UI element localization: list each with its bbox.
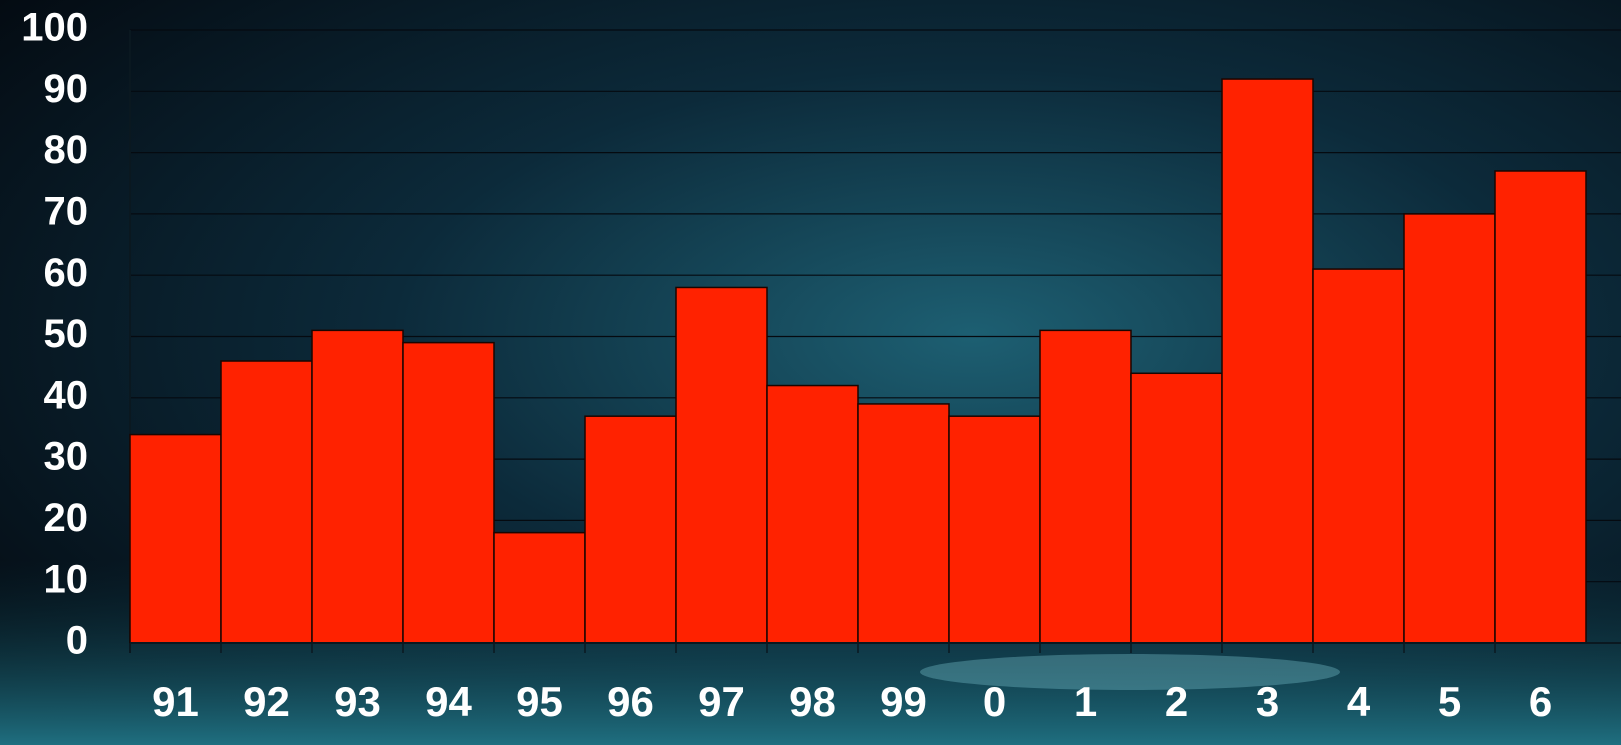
x-tick-label: 93	[334, 678, 381, 725]
x-tick-label: 98	[789, 678, 836, 725]
bar	[857, 403, 950, 644]
x-tick-label: 91	[152, 678, 199, 725]
x-tick-label: 99	[880, 678, 927, 725]
bar	[584, 415, 677, 644]
y-tick-label: 50	[44, 312, 89, 356]
bar	[675, 286, 768, 644]
x-tick-label: 95	[516, 678, 563, 725]
x-tick-label: 1	[1074, 678, 1097, 725]
background-glow	[920, 654, 1340, 690]
y-tick-label: 80	[44, 128, 89, 172]
y-tick-label: 100	[21, 6, 88, 50]
x-tick-label: 6	[1529, 678, 1552, 725]
bar	[1130, 372, 1223, 644]
y-tick-label: 90	[44, 67, 89, 111]
x-tick-label: 2	[1165, 678, 1188, 725]
x-tick-label: 97	[698, 678, 745, 725]
y-tick-label: 40	[44, 373, 89, 417]
y-tick-label: 20	[44, 496, 89, 540]
bar	[220, 360, 313, 644]
x-tick-label: 92	[243, 678, 290, 725]
bar	[311, 329, 404, 644]
bar	[129, 433, 222, 644]
bar	[402, 341, 495, 644]
bar	[1312, 268, 1405, 644]
y-tick-label: 0	[66, 619, 88, 663]
x-tick-label: 3	[1256, 678, 1279, 725]
x-tick-label: 94	[425, 678, 472, 725]
bar	[1403, 213, 1496, 644]
y-tick-label: 70	[44, 189, 89, 233]
bar	[1494, 170, 1587, 644]
bar	[493, 531, 586, 644]
x-tick-label: 5	[1438, 678, 1461, 725]
x-tick-label: 4	[1347, 678, 1371, 725]
y-tick-label: 10	[44, 557, 89, 601]
bar	[948, 415, 1041, 644]
x-tick-label: 0	[983, 678, 1006, 725]
y-tick-label: 60	[44, 251, 89, 295]
x-tick-label: 96	[607, 678, 654, 725]
y-tick-label: 30	[44, 435, 89, 479]
bar	[1221, 78, 1314, 644]
bar	[1039, 329, 1132, 644]
bar	[766, 384, 859, 644]
